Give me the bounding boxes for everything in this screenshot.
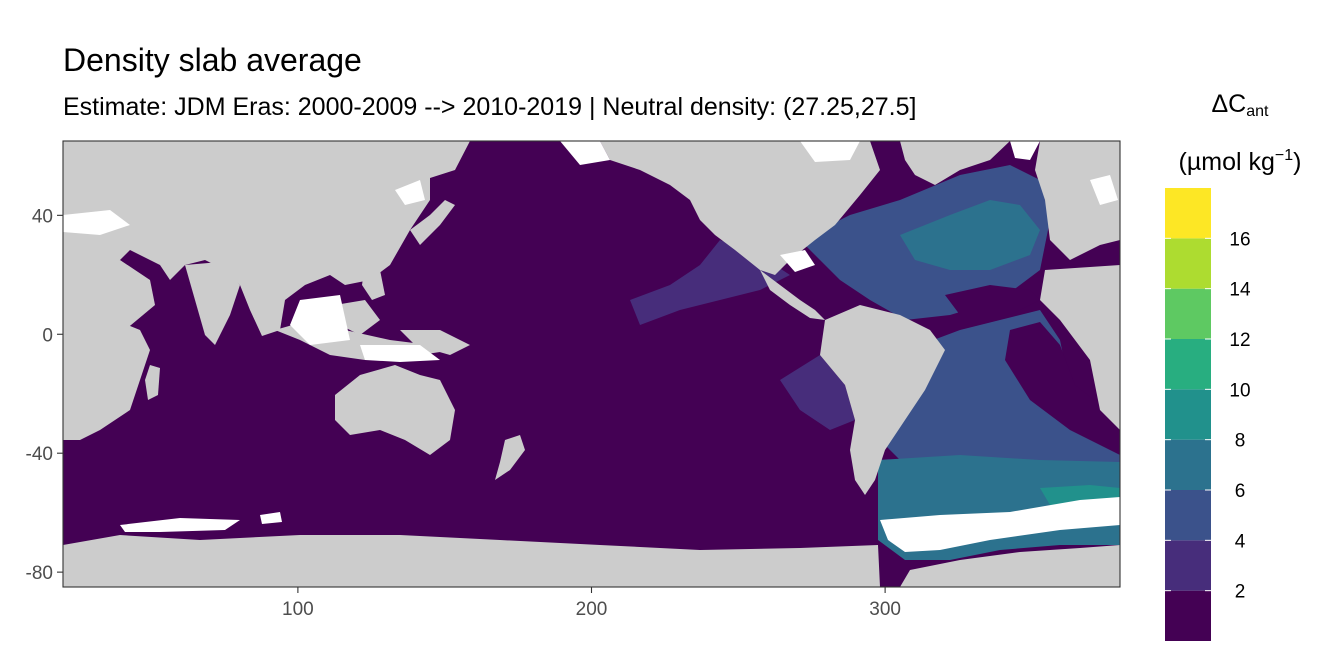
land-africa bbox=[63, 300, 150, 440]
legend-label: 6 bbox=[1235, 481, 1246, 502]
land bbox=[63, 141, 1120, 587]
legend-units-post: ) bbox=[1293, 148, 1302, 176]
region-north-atlantic-subpolar bbox=[900, 200, 1040, 270]
land-central-america bbox=[760, 270, 825, 320]
no-data-japan-sea bbox=[395, 180, 425, 205]
no-data-banda bbox=[360, 345, 440, 362]
legend-swatch bbox=[1165, 188, 1211, 239]
land-new-guinea bbox=[400, 330, 470, 355]
no-data-indonesia bbox=[290, 295, 350, 345]
legend-label: 8 bbox=[1235, 431, 1246, 452]
land-new-zealand bbox=[495, 435, 525, 480]
region-southeast-pacific bbox=[780, 355, 855, 430]
land-japan bbox=[410, 200, 455, 245]
region-south-atlantic-gyre bbox=[1005, 322, 1120, 455]
land-south-america bbox=[820, 305, 945, 495]
map-layer bbox=[63, 141, 1120, 587]
no-data bbox=[63, 141, 1120, 552]
legend-label: 2 bbox=[1235, 582, 1246, 603]
chart-title: Density slab average bbox=[63, 42, 362, 78]
legend-title-sub: ant bbox=[1246, 103, 1269, 120]
legend-title-main: ΔC bbox=[1211, 90, 1247, 118]
land-madagascar bbox=[145, 365, 160, 400]
no-data-ross bbox=[120, 518, 240, 532]
legend-units-pre: (µmol kg bbox=[1178, 148, 1275, 176]
no-data-hudson bbox=[800, 141, 860, 162]
legend-swatch bbox=[1165, 439, 1211, 490]
legend-swatch bbox=[1165, 339, 1211, 390]
legend-label: 16 bbox=[1229, 229, 1250, 250]
legend-swatch bbox=[1165, 389, 1211, 440]
land-europe bbox=[1035, 141, 1120, 260]
no-data-weddell bbox=[880, 497, 1120, 552]
no-data-arctic-atlantic bbox=[1010, 141, 1040, 160]
land-north-america bbox=[600, 141, 880, 275]
no-data-bering bbox=[560, 141, 610, 165]
legend-swatch bbox=[1165, 540, 1211, 591]
chart-subtitle: Estimate: JDM Eras: 2000-2009 --> 2010-2… bbox=[63, 93, 917, 121]
no-data-gulf-mexico bbox=[780, 250, 815, 272]
legend-label: 14 bbox=[1229, 280, 1251, 301]
land-eurasia bbox=[63, 141, 470, 336]
land-antarctica-east bbox=[900, 545, 1120, 587]
legend-title: ΔCant (µmol kg−1) bbox=[1150, 82, 1330, 184]
legend-swatch bbox=[1165, 288, 1211, 339]
legend-swatch bbox=[1165, 490, 1211, 541]
legend-label: 12 bbox=[1229, 330, 1250, 351]
legend-swatch bbox=[1165, 590, 1211, 641]
land-australia bbox=[335, 365, 455, 455]
y-tick-label: 40 bbox=[32, 206, 53, 227]
x-tick-label: 100 bbox=[282, 599, 314, 620]
no-data-med bbox=[63, 210, 130, 235]
land-philippines bbox=[362, 265, 385, 300]
y-tick-label: 0 bbox=[42, 325, 53, 346]
land-antarctica bbox=[63, 535, 880, 587]
land-india bbox=[185, 262, 240, 345]
no-data-baltic bbox=[1090, 175, 1118, 205]
legend: 2 4 6 8 10 12 14 16 bbox=[1165, 188, 1251, 641]
y-tick-label: -80 bbox=[26, 563, 53, 584]
legend-swatch bbox=[1165, 238, 1211, 289]
y-tick-label: -40 bbox=[26, 444, 53, 465]
x-tick-label: 300 bbox=[869, 599, 901, 620]
legend-label: 10 bbox=[1229, 380, 1250, 401]
region-tropical-atlantic bbox=[945, 285, 1040, 315]
no-data-amery bbox=[260, 512, 282, 524]
legend-units-sup: −1 bbox=[1274, 147, 1294, 164]
land-africa-east bbox=[1040, 265, 1120, 430]
x-tick-label: 200 bbox=[576, 599, 608, 620]
land-greenland bbox=[900, 141, 1010, 185]
legend-label: 4 bbox=[1235, 531, 1246, 552]
